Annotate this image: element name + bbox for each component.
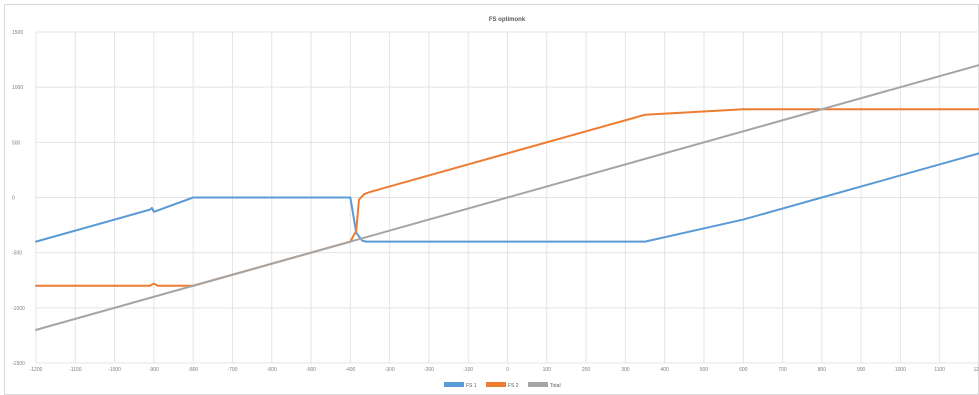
series-line-total (35, 64, 979, 331)
legend: FS 1 FS 2 Total (444, 382, 561, 389)
x-tick-label: -200 (424, 367, 434, 373)
x-tick-label: -1200 (30, 367, 43, 373)
x-tick-label: 700 (778, 367, 787, 373)
x-tick-label: -600 (267, 367, 277, 373)
x-tick-label: 100 (543, 367, 552, 373)
x-tick-label: -900 (149, 367, 159, 373)
x-tick-label: 900 (857, 367, 866, 373)
y-tick-label: -1500 (12, 361, 25, 367)
y-tick-label: 1500 (12, 30, 23, 36)
x-tick-label: 300 (621, 367, 630, 373)
y-tick-label: 500 (12, 140, 21, 146)
x-tick-label: 0 (506, 367, 509, 373)
x-tick-label: 500 (700, 367, 709, 373)
grid (35, 31, 979, 364)
x-tick-label: 800 (818, 367, 827, 373)
legend-swatch (528, 382, 548, 387)
x-tick-label: -500 (306, 367, 316, 373)
x-tick-label: 1000 (895, 367, 906, 373)
y-tick-label: 1000 (12, 85, 23, 91)
y-tick-labels: -1500 -1000 -500 0 500 1000 1500 (12, 30, 25, 367)
x-tick-label: -1100 (69, 367, 82, 373)
y-tick-label: 0 (12, 196, 15, 202)
legend-label: Total (550, 383, 561, 389)
x-tick-label: -300 (385, 367, 395, 373)
x-tick-labels: -1200 -1100 -1000 -900 -800 -700 -600 -500 -400-… (30, 367, 979, 373)
x-tick-label: -700 (227, 367, 237, 373)
x-tick-label: 200 (582, 367, 591, 373)
x-tick-label: -1000 (108, 367, 121, 373)
legend-label: FS 2 (508, 383, 519, 389)
x-tick-label: 400 (660, 367, 669, 373)
x-tick-label: 1200 (973, 367, 979, 373)
legend-swatch (486, 382, 506, 387)
chart-title: FS optimonk (489, 17, 526, 23)
series-line-fs-2 (35, 108, 979, 287)
series-lines (35, 64, 979, 331)
legend-label: FS 1 (466, 383, 477, 389)
y-tick-label: -500 (12, 251, 22, 257)
x-tick-label: -800 (188, 367, 198, 373)
x-tick-label: -400 (345, 367, 355, 373)
series-line-fs-1 (35, 152, 979, 243)
y-tick-label: -1000 (12, 306, 25, 312)
x-tick-label: 1100 (934, 367, 945, 373)
x-tick-label: -100 (463, 367, 473, 373)
x-tick-label: 600 (739, 367, 748, 373)
legend-swatch (444, 382, 464, 387)
